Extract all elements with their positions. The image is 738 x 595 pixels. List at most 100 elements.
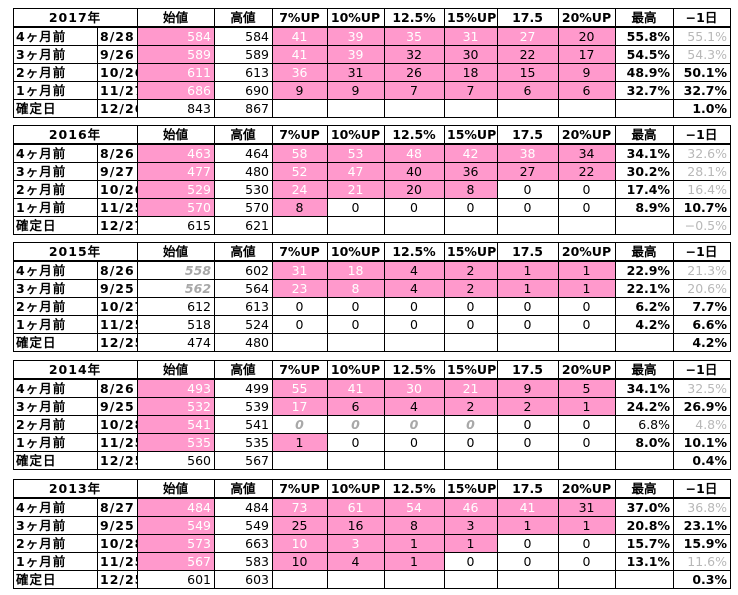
date-cell[interactable]: 12/25 [96,451,139,470]
period-label-cell[interactable]: 3ヶ月前 [13,45,98,64]
data-cell[interactable]: 22.1% [615,279,675,298]
column-header-cell[interactable]: 7%UP [272,8,329,28]
data-cell[interactable]: 2 [444,260,499,280]
data-cell[interactable]: 30 [444,45,499,64]
column-header-cell[interactable]: 17.5 [497,125,560,145]
column-header-cell[interactable]: −1日 [673,479,732,499]
data-cell[interactable]: 52 [272,162,329,181]
data-cell[interactable]: 0 [384,433,446,452]
data-cell[interactable]: 0 [558,552,617,571]
data-cell[interactable] [497,451,560,470]
data-cell[interactable]: 532 [137,397,216,416]
data-cell[interactable]: 8.9% [615,198,675,217]
data-cell[interactable]: 1 [497,516,560,535]
data-cell[interactable]: 61 [327,497,386,517]
date-cell[interactable]: 11/25 [96,198,139,217]
data-cell[interactable]: 529 [137,180,216,199]
data-cell[interactable]: 573 [137,534,216,553]
date-cell[interactable]: 12/25 [96,333,139,352]
data-cell[interactable]: 613 [214,63,274,82]
period-label-cell[interactable]: 4ヶ月前 [13,497,98,517]
data-cell[interactable]: 621 [214,216,274,235]
data-cell[interactable]: 0 [558,180,617,199]
data-cell[interactable] [558,99,617,118]
data-cell[interactable]: 0 [558,433,617,452]
data-cell[interactable] [497,216,560,235]
data-cell[interactable]: 4.8% [673,415,732,434]
data-cell[interactable] [384,451,446,470]
data-cell[interactable]: 30.2% [615,162,675,181]
column-header-cell[interactable]: 7%UP [272,479,329,499]
data-cell[interactable]: 31 [327,63,386,82]
data-cell[interactable]: 15.7% [615,534,675,553]
data-cell[interactable]: 10 [272,552,329,571]
data-cell[interactable]: 31 [558,497,617,517]
data-cell[interactable]: 50.1% [673,63,732,82]
data-cell[interactable]: 0 [497,198,560,217]
data-cell[interactable]: 41 [272,45,329,64]
period-label-cell[interactable]: 2ヶ月前 [13,415,98,434]
data-cell[interactable]: 0 [327,198,386,217]
data-cell[interactable]: 0 [444,433,499,452]
data-cell[interactable]: 34.1% [615,143,675,163]
column-header-cell[interactable]: 高値 [214,479,274,499]
data-cell[interactable]: 16 [327,516,386,535]
data-cell[interactable]: 32.5% [673,378,732,398]
column-header-cell[interactable]: −1日 [673,125,732,145]
data-cell[interactable]: 15 [497,63,560,82]
data-cell[interactable]: 0 [444,198,499,217]
period-label-cell[interactable]: 3ヶ月前 [13,397,98,416]
data-cell[interactable]: 0 [327,415,386,434]
data-cell[interactable] [558,451,617,470]
column-header-cell[interactable]: 20%UP [558,479,617,499]
data-cell[interactable]: 480 [214,162,274,181]
data-cell[interactable] [327,99,386,118]
data-cell[interactable]: 524 [214,315,274,334]
data-cell[interactable]: 7 [384,81,446,100]
column-header-cell[interactable]: 最高 [615,8,675,28]
column-header-cell[interactable]: 12.5% [384,242,446,262]
column-header-cell[interactable]: −1日 [673,242,732,262]
data-cell[interactable]: 549 [214,516,274,535]
data-cell[interactable]: 4.2% [615,315,675,334]
data-cell[interactable]: 41 [497,497,560,517]
data-cell[interactable]: 603 [214,570,274,589]
column-header-cell[interactable]: 10%UP [327,8,386,28]
year-header-cell[interactable]: 2013年 [12,479,139,499]
data-cell[interactable]: 47 [327,162,386,181]
data-cell[interactable]: 463 [137,143,216,163]
year-header-cell[interactable]: 2014年 [12,360,139,380]
data-cell[interactable]: 27 [497,162,560,181]
data-cell[interactable]: 39 [327,45,386,64]
column-header-cell[interactable]: 始値 [137,360,216,380]
data-cell[interactable]: 32.7% [673,81,732,100]
data-cell[interactable]: 37.0% [615,497,675,517]
year-header-cell[interactable]: 2016年 [12,125,139,145]
data-cell[interactable]: 602 [214,260,274,280]
data-cell[interactable]: 39 [327,26,386,46]
data-cell[interactable]: 15.9% [673,534,732,553]
data-cell[interactable] [615,451,675,470]
period-label-cell[interactable]: 1ヶ月前 [13,81,98,100]
column-header-cell[interactable]: 15%UP [444,479,499,499]
data-cell[interactable]: 10.7% [673,198,732,217]
column-header-cell[interactable]: 20%UP [558,360,617,380]
data-cell[interactable]: 11.6% [673,552,732,571]
data-cell[interactable] [444,333,499,352]
data-cell[interactable]: 1.0% [673,99,732,118]
data-cell[interactable]: 560 [137,451,216,470]
data-cell[interactable]: 589 [137,45,216,64]
data-cell[interactable]: 6 [327,397,386,416]
date-cell[interactable]: 8/26 [96,260,139,280]
data-cell[interactable]: 20 [558,26,617,46]
data-cell[interactable]: 8 [272,198,329,217]
data-cell[interactable]: 611 [137,63,216,82]
data-cell[interactable] [272,333,329,352]
column-header-cell[interactable]: 17.5 [497,479,560,499]
period-label-cell[interactable]: 2ヶ月前 [13,63,98,82]
data-cell[interactable]: 31 [444,26,499,46]
data-cell[interactable]: 6 [558,81,617,100]
data-cell[interactable]: 601 [137,570,216,589]
data-cell[interactable]: 7 [444,81,499,100]
data-cell[interactable]: 36.8% [673,497,732,517]
